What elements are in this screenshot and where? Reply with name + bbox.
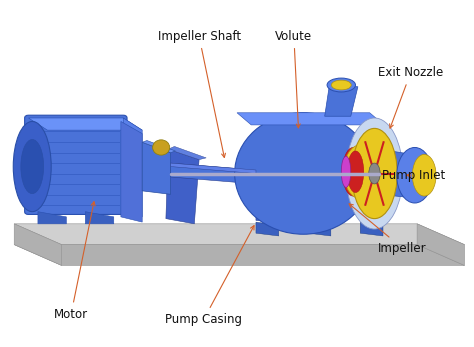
- Ellipse shape: [344, 145, 377, 198]
- Text: Motor: Motor: [54, 202, 95, 321]
- Polygon shape: [168, 146, 206, 160]
- Polygon shape: [166, 149, 199, 224]
- Text: Exit Nozzle: Exit Nozzle: [378, 66, 443, 128]
- Text: Volute: Volute: [275, 30, 312, 128]
- Ellipse shape: [13, 121, 51, 212]
- Polygon shape: [142, 142, 171, 194]
- Text: Impeller Shaft: Impeller Shaft: [157, 30, 241, 158]
- Ellipse shape: [369, 163, 380, 184]
- Text: Pump Casing: Pump Casing: [165, 226, 254, 326]
- Polygon shape: [14, 224, 465, 245]
- Ellipse shape: [235, 113, 372, 234]
- Polygon shape: [121, 121, 142, 222]
- Ellipse shape: [331, 80, 351, 90]
- Polygon shape: [256, 158, 293, 167]
- Polygon shape: [308, 222, 331, 236]
- Polygon shape: [379, 149, 412, 198]
- Ellipse shape: [153, 140, 170, 155]
- Polygon shape: [171, 163, 256, 184]
- Ellipse shape: [327, 78, 356, 92]
- Ellipse shape: [347, 151, 364, 193]
- Polygon shape: [256, 160, 289, 224]
- Polygon shape: [14, 245, 465, 265]
- Ellipse shape: [342, 147, 364, 196]
- Polygon shape: [171, 163, 256, 174]
- Polygon shape: [38, 212, 66, 224]
- Ellipse shape: [352, 128, 397, 219]
- Polygon shape: [123, 118, 142, 217]
- Text: Impeller: Impeller: [349, 204, 427, 255]
- Polygon shape: [28, 118, 142, 130]
- Polygon shape: [325, 85, 358, 116]
- FancyBboxPatch shape: [25, 115, 127, 214]
- Polygon shape: [85, 212, 114, 224]
- Ellipse shape: [346, 118, 403, 229]
- Ellipse shape: [412, 154, 436, 196]
- Polygon shape: [142, 141, 175, 153]
- Ellipse shape: [341, 156, 351, 187]
- Ellipse shape: [397, 147, 433, 203]
- Ellipse shape: [21, 139, 44, 194]
- Polygon shape: [256, 222, 279, 236]
- Polygon shape: [14, 224, 62, 265]
- Text: Pump Inlet: Pump Inlet: [383, 169, 446, 182]
- Polygon shape: [360, 222, 383, 236]
- Polygon shape: [237, 113, 384, 125]
- Polygon shape: [417, 224, 465, 265]
